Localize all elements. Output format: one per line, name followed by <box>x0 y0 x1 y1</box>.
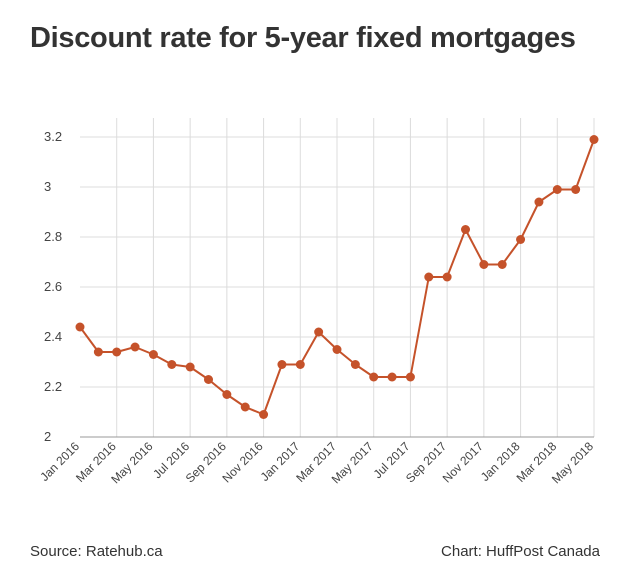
data-point <box>442 272 452 282</box>
points-layer <box>75 135 599 419</box>
data-point <box>93 347 103 357</box>
data-point <box>589 135 599 144</box>
y-tick-label: 2.6 <box>44 279 62 294</box>
grid-layer <box>80 118 595 437</box>
x-tick-label: Nov 2016 <box>219 439 265 485</box>
data-point <box>571 185 581 194</box>
source-note: Source: Ratehub.ca <box>30 543 163 560</box>
data-point <box>424 272 434 282</box>
data-point <box>240 402 250 412</box>
x-tick-label: Nov 2017 <box>440 439 486 485</box>
data-point <box>461 225 470 234</box>
chart-title: Discount rate for 5-year fixed mortgages <box>30 22 576 54</box>
data-point <box>167 360 177 369</box>
data-point <box>75 322 85 332</box>
chart-credit: Chart: HuffPost Canada <box>441 543 600 560</box>
data-point <box>130 342 140 352</box>
data-point <box>405 372 415 382</box>
data-point <box>552 185 562 194</box>
y-tick-label: 2 <box>44 429 51 444</box>
data-point <box>516 235 526 244</box>
data-point <box>479 260 489 269</box>
data-point <box>222 390 232 399</box>
y-tick-label: 3.2 <box>44 129 62 144</box>
data-point <box>369 372 379 382</box>
data-point <box>277 360 287 369</box>
data-point <box>350 360 360 369</box>
data-point <box>112 347 122 357</box>
y-tick-label: 2.2 <box>44 379 62 394</box>
data-point <box>332 345 342 354</box>
data-point <box>387 372 397 382</box>
data-point <box>259 410 269 419</box>
data-point <box>148 350 158 359</box>
data-point <box>314 327 324 337</box>
y-tick-label: 2.4 <box>44 329 62 344</box>
y-tick-label: 2.8 <box>44 229 62 244</box>
data-point <box>295 360 305 369</box>
data-point <box>204 375 213 384</box>
data-point <box>534 197 544 207</box>
data-point <box>185 362 195 372</box>
y-tick-label: 3 <box>44 179 51 194</box>
data-point <box>497 260 507 269</box>
